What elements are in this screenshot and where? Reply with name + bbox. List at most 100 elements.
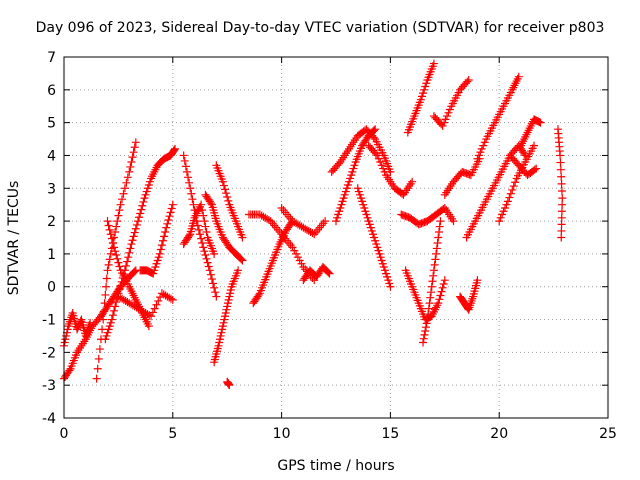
data-point (103, 266, 112, 275)
data-point (317, 221, 326, 230)
data-point (201, 222, 210, 231)
data-point (219, 318, 228, 327)
x-tick-label: 10 (273, 426, 291, 442)
data-point (429, 59, 438, 68)
data-point (380, 266, 389, 275)
data-point (315, 223, 324, 232)
data-point (514, 72, 523, 81)
data-point (149, 269, 158, 278)
data-point (101, 335, 110, 344)
data-point (530, 165, 539, 174)
data-point (209, 279, 218, 288)
data-point (215, 338, 224, 347)
data-point (508, 185, 517, 194)
data-point (159, 236, 168, 245)
data-point (324, 268, 333, 277)
data-point (417, 92, 426, 101)
grid (64, 57, 608, 418)
data-point (119, 189, 128, 198)
data-point (408, 177, 417, 186)
data-point (370, 126, 379, 135)
data-point (365, 220, 374, 229)
data-point (112, 222, 121, 231)
data-point (425, 299, 434, 308)
data-point (116, 281, 125, 290)
data-point (345, 177, 354, 186)
data-point (346, 174, 355, 183)
data-point (427, 288, 436, 297)
data-point (473, 276, 482, 285)
data-point (505, 193, 514, 202)
data-point (501, 203, 510, 212)
data-point (92, 374, 101, 383)
data-point (162, 223, 171, 232)
data-point (123, 257, 132, 266)
data-point (498, 210, 507, 219)
data-point (284, 238, 293, 247)
data-point (238, 256, 247, 265)
data-point (206, 270, 215, 279)
data-point (99, 315, 108, 324)
data-point (185, 178, 194, 187)
data-point (325, 269, 334, 278)
series-arc-aa (440, 154, 484, 199)
series-arc-k (212, 161, 247, 242)
y-tick-label: -3 (42, 378, 56, 394)
series-arc-h (179, 151, 221, 301)
y-tick-label: 3 (47, 181, 56, 197)
data-point (419, 334, 428, 343)
series-arc-v (401, 266, 449, 324)
data-point (215, 335, 224, 344)
data-point (60, 338, 69, 347)
data-point (430, 260, 439, 269)
data-point (279, 206, 288, 215)
data-point (147, 312, 156, 321)
data-point (125, 248, 134, 257)
data-point (378, 259, 387, 268)
data-point (114, 258, 123, 267)
data-point (220, 315, 229, 324)
data-point (238, 233, 247, 242)
data-point (115, 262, 124, 271)
data-point (130, 267, 139, 276)
data-point (166, 208, 175, 217)
data-point (129, 232, 138, 241)
data-point (224, 196, 233, 205)
data-point (196, 230, 204, 239)
data-point (556, 165, 565, 174)
data-point (420, 85, 429, 94)
data-point (218, 322, 227, 331)
data-point (113, 217, 122, 226)
data-point (427, 282, 436, 291)
data-point (376, 158, 385, 167)
data-point (128, 153, 137, 162)
data-point (95, 345, 104, 354)
data-point (182, 167, 191, 176)
data-point (157, 241, 166, 250)
data-point (530, 141, 539, 150)
data-point (221, 312, 230, 321)
data-point (210, 249, 219, 258)
data-point (123, 173, 132, 182)
data-point (63, 325, 72, 334)
data-point (128, 236, 137, 245)
data-point (474, 151, 483, 160)
data-point (102, 282, 111, 291)
data-point (214, 341, 223, 350)
data-point (224, 295, 233, 304)
data-point (423, 315, 432, 324)
data-point (442, 112, 451, 121)
data-point (106, 318, 115, 327)
data-point (363, 213, 372, 222)
data-point (383, 272, 392, 281)
data-point (273, 225, 282, 234)
data-point (218, 325, 227, 334)
series-arc-ac (462, 141, 530, 242)
data-point (104, 221, 113, 230)
data-point (201, 251, 210, 260)
data-point (168, 200, 177, 209)
data-point (148, 308, 157, 317)
data-point (473, 154, 482, 163)
data-point (100, 299, 109, 308)
